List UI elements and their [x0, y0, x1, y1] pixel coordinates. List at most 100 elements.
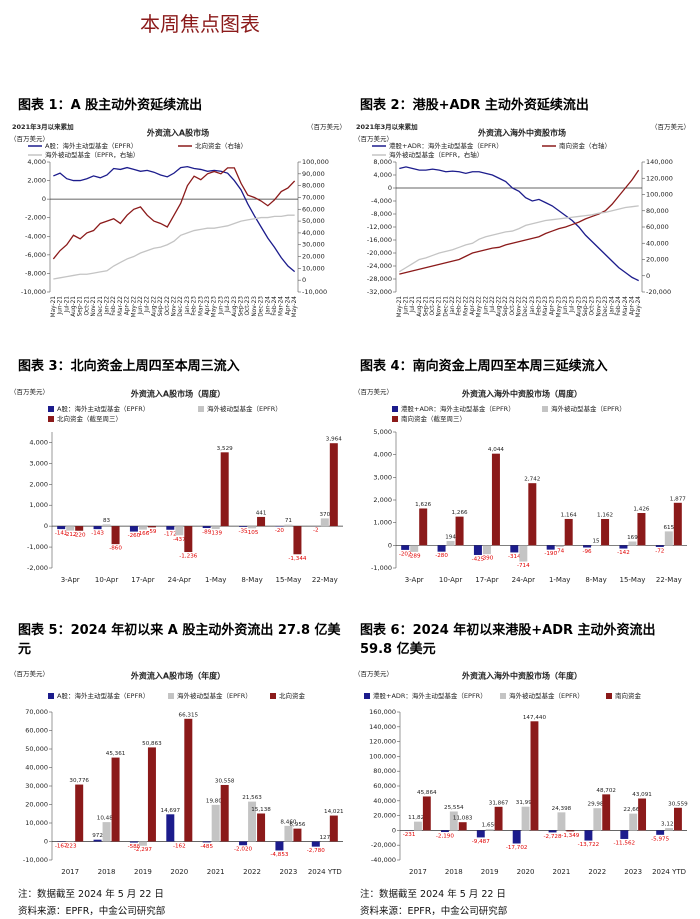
- y-tick-label: 70,000: [25, 708, 48, 716]
- y-tick-label: 1,000: [29, 501, 48, 509]
- chart: 外资流入海外中资股市场（年度） （百万美元） 港股+ADR：海外主动型基金（EPFR…: [354, 669, 688, 876]
- y-tick-label: 0: [44, 522, 48, 530]
- bar: [620, 830, 629, 839]
- data-label: -223: [64, 843, 77, 849]
- legend-swatch: [392, 416, 398, 422]
- x-tick-label: 2019: [481, 868, 499, 876]
- data-label: -437: [173, 537, 186, 543]
- x-tick-label: 2018: [445, 868, 463, 876]
- y-tick-label: 4,000: [29, 438, 48, 446]
- legend-swatch: [606, 693, 612, 699]
- x-tick-label: 2023: [624, 868, 642, 876]
- bar: [129, 526, 138, 532]
- bar: [248, 801, 257, 842]
- x-tick-label: Dec-22: [523, 296, 529, 317]
- x-tick-label: Mar-24: [623, 296, 629, 316]
- figure-title: 图表 5：2024 年初以来 A 股主动外资流出 27.8 亿美元: [18, 623, 341, 657]
- x-tick-label: 17-Apr: [475, 576, 499, 584]
- bar: [147, 747, 156, 842]
- data-label: 615: [663, 525, 674, 531]
- bar: [66, 526, 75, 531]
- bar: [320, 518, 329, 527]
- x-tick-label: Feb-22: [457, 296, 463, 316]
- legend-swatch: [500, 693, 506, 699]
- data-label: 1,650: [482, 823, 498, 829]
- data-label: 1,426: [633, 507, 649, 513]
- x-tick-label: Jul-21: [64, 296, 70, 314]
- x-tick-label: Jul-23: [570, 296, 576, 314]
- x-tick-label: 2022: [588, 868, 606, 876]
- y-tick-label: 5,000: [373, 428, 392, 436]
- y-tick-label: 60,000: [646, 223, 669, 231]
- y-tick-label: 100,000: [369, 752, 396, 760]
- y-tick-label: -28,000: [367, 275, 392, 283]
- x-tick-label: Dec-21: [98, 296, 104, 317]
- data-label: 1,164: [561, 512, 577, 518]
- x-tick-label: Jan-23: [530, 296, 536, 316]
- legend-swatch: [48, 416, 54, 422]
- legend-label: A股：海外主动型基金（EPFR）: [57, 404, 149, 413]
- x-tick-label: 2019: [134, 868, 152, 876]
- chart-subtitle: 外资流入A股市场: [147, 128, 209, 138]
- legend-label: A股：海外主动型基金（EPFR）: [57, 691, 149, 700]
- bar: [75, 784, 84, 842]
- x-tick-label: 8-May: [241, 576, 262, 584]
- data-label: 127: [319, 835, 330, 841]
- legend-label: 海外被动型基金（EPFR）: [207, 404, 282, 413]
- x-tick-label: Jan-24: [265, 296, 271, 316]
- bar: [102, 822, 111, 842]
- bar: [473, 545, 482, 555]
- bar: [510, 545, 519, 553]
- bar: [656, 830, 665, 835]
- data-label: -17,702: [506, 845, 528, 851]
- y-tick-label: 30,000: [25, 782, 48, 790]
- bar: [138, 526, 147, 530]
- bar: [628, 541, 637, 546]
- x-tick-label: May-21: [397, 296, 403, 318]
- bar: [211, 526, 220, 530]
- x-tick-label: Apr-23: [550, 296, 556, 315]
- bar: [293, 526, 302, 555]
- bar: [248, 526, 257, 529]
- legend-label: 港股+ADR：海外主动型基金（EPFR）: [373, 691, 487, 700]
- x-tick-label: Mar-23: [543, 296, 549, 316]
- y-axis-label: （百万美元）: [354, 134, 393, 143]
- bar: [548, 830, 557, 833]
- x-tick-label: Dec-23: [259, 296, 265, 317]
- y-axis-label: （百万美元）: [10, 134, 49, 143]
- figure-title: 图表 4：南向资金上周四至本周三延续流入: [360, 359, 608, 374]
- y-tick-label: 80,000: [373, 767, 396, 775]
- bar: [422, 796, 431, 831]
- data-label: -220: [73, 532, 86, 538]
- y-tick-label: -2,000: [25, 214, 46, 222]
- x-tick-label: 10-Apr: [95, 576, 119, 584]
- data-label: 1,266: [452, 510, 468, 516]
- y-tick-label: -6,000: [25, 251, 46, 259]
- bar: [512, 830, 521, 844]
- data-label: -89: [202, 530, 212, 536]
- y-tick-label: -4,000: [25, 232, 46, 240]
- legend-label: 南向资金（截至周三）: [401, 414, 466, 423]
- bar: [674, 807, 682, 831]
- bar: [129, 841, 138, 843]
- series-line: [399, 169, 640, 275]
- x-tick-label: 1-May: [205, 576, 226, 584]
- bar: [211, 804, 220, 842]
- data-label: -139: [209, 531, 222, 537]
- source: 资料来源：EPFR，中金公司研究部: [360, 906, 508, 917]
- data-label: -13,722: [578, 842, 600, 848]
- x-tick-label: Feb-24: [272, 296, 278, 316]
- y-tick-label: 8,000: [373, 158, 392, 166]
- x-tick-label: 2024 YTD: [308, 868, 342, 876]
- legend-swatch: [168, 693, 174, 699]
- bar: [239, 526, 248, 527]
- y-tick-label: 0: [646, 272, 650, 280]
- data-label: 30,559: [668, 801, 688, 807]
- chart-subtitle: 外资流入A股市场（周度）: [131, 389, 225, 399]
- data-label: 3,125: [661, 822, 677, 828]
- x-tick-label: 2022: [243, 868, 261, 876]
- x-tick-label: Aug-22: [151, 296, 157, 317]
- legend-swatch: [48, 693, 54, 699]
- bar: [446, 540, 455, 546]
- x-tick-label: Apr-22: [125, 296, 131, 315]
